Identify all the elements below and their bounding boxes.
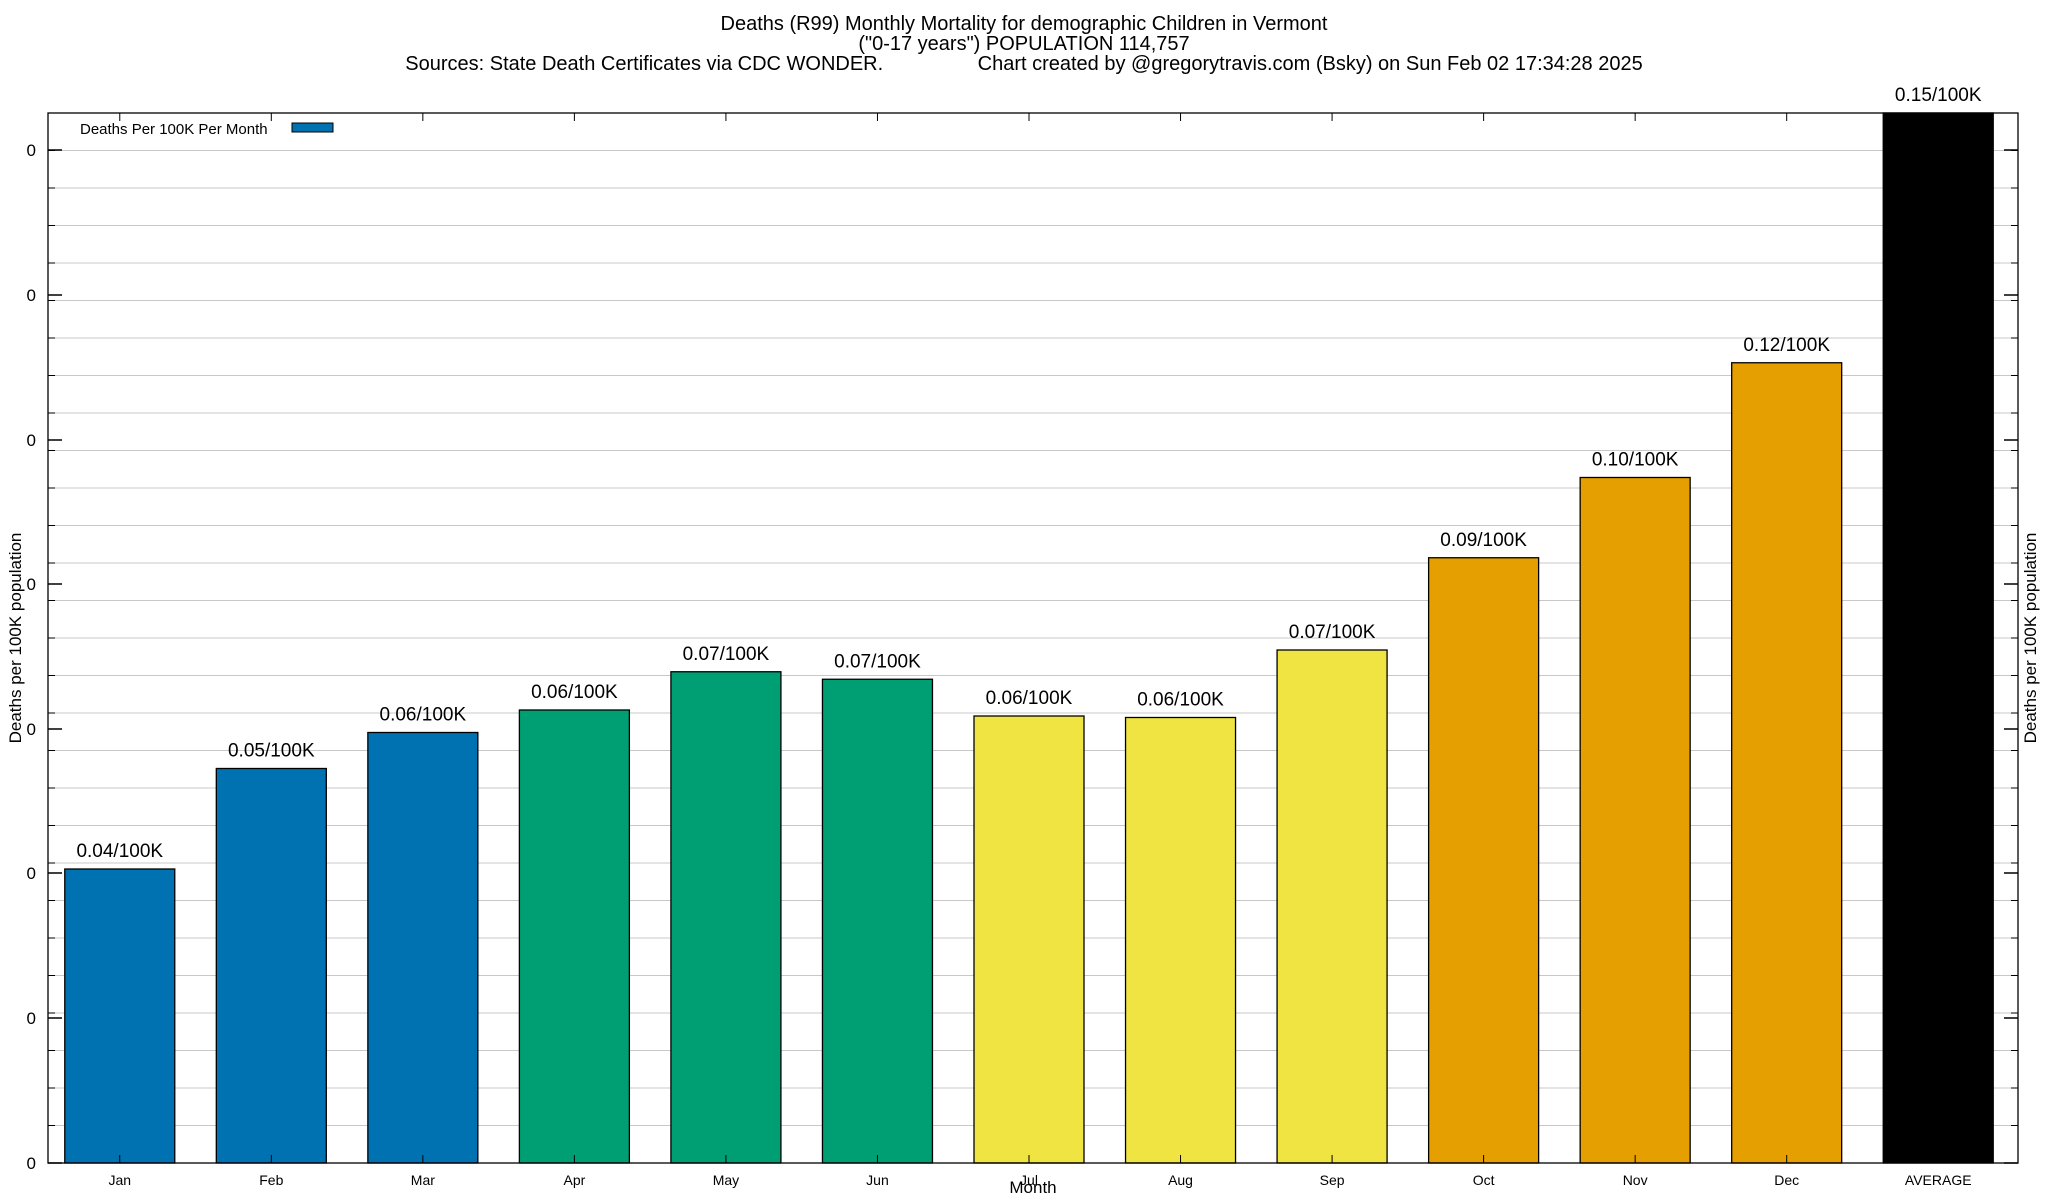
y-tick-label: 0 — [27, 864, 36, 883]
legend-swatch — [291, 122, 334, 133]
y-tick-label: 0 — [27, 720, 36, 739]
bar-apr — [518, 709, 631, 1164]
bar-may — [670, 671, 782, 1164]
data-label: 0.07/100K — [834, 651, 921, 672]
title-line-1: Deaths (R99) Monthly Mortality for demog… — [720, 13, 1328, 35]
title-line-3: Sources: State Death Certificates via CD… — [405, 53, 1643, 75]
data-label: 0.15/100K — [1895, 85, 1982, 106]
x-tick-label: Jan — [108, 1172, 131, 1188]
bar-feb — [215, 767, 327, 1164]
plot-frame — [47, 112, 2019, 1164]
data-label: 0.12/100K — [1743, 335, 1830, 356]
data-label: 0.10/100K — [1592, 450, 1679, 471]
bar-jan — [64, 868, 176, 1164]
x-tick-label: Nov — [1623, 1172, 1648, 1188]
data-label: 0.06/100K — [986, 688, 1073, 709]
bar-sep — [1276, 649, 1388, 1164]
x-tick-label: Aug — [1168, 1172, 1193, 1188]
y-axis-title: Deaths per 100K population — [6, 533, 25, 744]
x-tick-label: Feb — [259, 1172, 283, 1188]
bar-oct — [1427, 557, 1540, 1164]
x-tick-label: Apr — [563, 1172, 585, 1188]
data-label: 0.05/100K — [228, 741, 315, 762]
bar-jun — [821, 678, 934, 1164]
bar-jul — [973, 715, 1085, 1164]
bar-nov — [1579, 476, 1691, 1164]
y-tick-label: 0 — [27, 1009, 36, 1028]
y-tick-label: 0 — [27, 575, 36, 594]
x-tick-label: May — [713, 1172, 739, 1188]
x-tick-label: Oct — [1473, 1172, 1495, 1188]
x-tick-label: AVERAGE — [1905, 1172, 1972, 1188]
bar-aug — [1124, 716, 1237, 1164]
data-label: 0.09/100K — [1440, 530, 1527, 551]
title-line-2: ("0-17 years") POPULATION 114,757 — [858, 33, 1190, 55]
data-label: 0.06/100K — [380, 705, 467, 726]
x-tick-label: Jul — [1020, 1172, 1038, 1188]
bar-dec — [1731, 362, 1843, 1164]
legend-label: Deaths Per 100K Per Month — [80, 121, 268, 138]
data-label: 0.06/100K — [531, 682, 618, 703]
x-axis-title: Month — [1009, 1178, 1056, 1197]
y-tick-label: 0 — [27, 141, 36, 160]
bar-average — [1882, 112, 1994, 1164]
data-label: 0.07/100K — [683, 644, 770, 665]
y-tick-label: 0 — [27, 1154, 36, 1173]
y-tick-label: 0 — [27, 286, 36, 305]
x-tick-label: Jun — [866, 1172, 889, 1188]
x-tick-label: Mar — [411, 1172, 435, 1188]
y-tick-label: 0 — [27, 431, 36, 450]
data-label: 0.07/100K — [1289, 622, 1376, 643]
bar-mar — [367, 731, 479, 1164]
x-tick-label: Sep — [1320, 1172, 1345, 1188]
chart-title: Deaths (R99) Monthly Mortality for demog… — [0, 14, 2048, 74]
data-label: 0.04/100K — [76, 841, 163, 862]
x-tick-label: Dec — [1774, 1172, 1799, 1188]
y2-axis-title: Deaths per 100K population — [2021, 533, 2040, 744]
data-label: 0.06/100K — [1137, 690, 1224, 711]
